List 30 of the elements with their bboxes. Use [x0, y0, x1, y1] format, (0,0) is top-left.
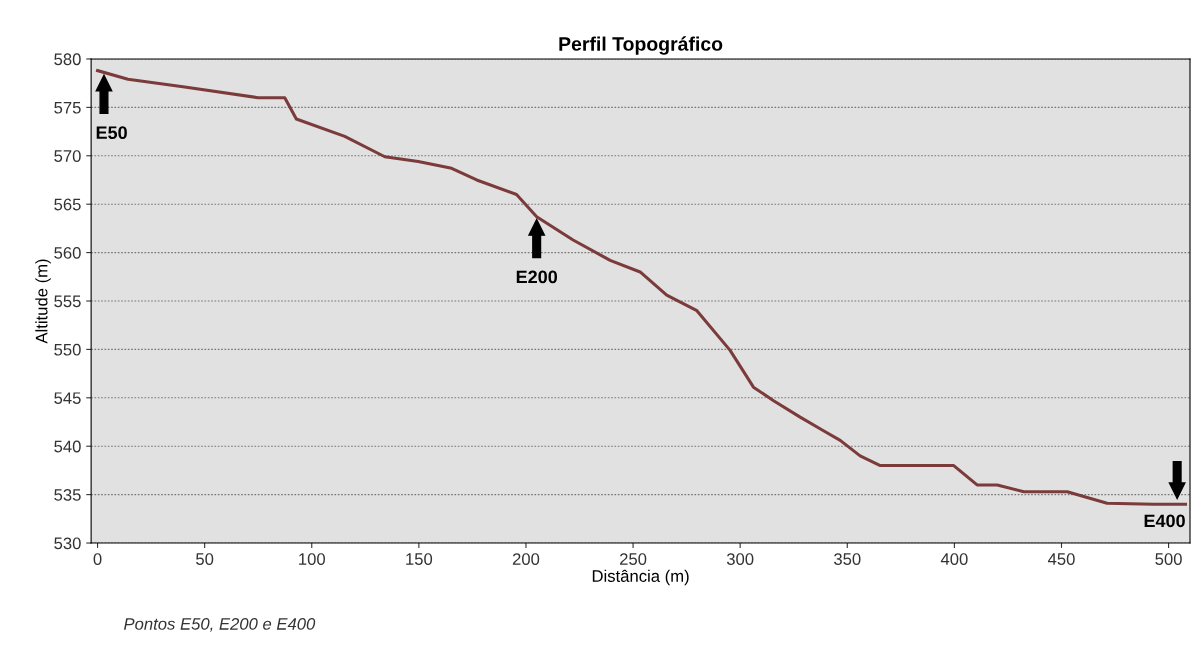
- x-axis-title: Distância (m): [592, 569, 689, 586]
- annotation: E200: [516, 270, 558, 284]
- y-tick-label: 565: [54, 198, 81, 211]
- chart-title: Perfil Topográfico: [559, 36, 723, 55]
- annotation: E400: [1144, 514, 1185, 528]
- text: Pontos E50, E200 e E400: [124, 617, 316, 632]
- x-tick-label: 150: [406, 553, 433, 565]
- x-tick-label: 200: [512, 553, 540, 565]
- x-tick-label: 100: [299, 553, 326, 565]
- x-tick-label: 0: [93, 553, 102, 565]
- y-tick-label: 545: [54, 392, 81, 405]
- y-tick-label: 535: [54, 489, 81, 501]
- y-tick-label: 560: [54, 246, 81, 259]
- x-tick-label: 250: [620, 553, 647, 565]
- x-tick-label: 350: [834, 553, 861, 565]
- y-axis-title: Altitude (m): [35, 259, 51, 344]
- y-tick-label: 530: [54, 537, 81, 550]
- x-tick-label: 450: [1047, 553, 1075, 565]
- x-tick-label: 300: [726, 553, 754, 565]
- y-tick-label: 555: [54, 295, 81, 308]
- y-tick-label: 580: [54, 53, 81, 66]
- y-tick-label: 540: [54, 440, 81, 453]
- x-tick-label: 50: [196, 553, 214, 565]
- y-tick-label: 550: [54, 343, 81, 356]
- y-tick-label: 575: [54, 101, 81, 114]
- y-tick-label: 570: [54, 150, 81, 162]
- x-tick-label: 500: [1155, 553, 1182, 565]
- x-tick-label: 400: [940, 553, 968, 565]
- line-series: [96, 69, 1188, 506]
- annotation: E50: [96, 126, 127, 140]
